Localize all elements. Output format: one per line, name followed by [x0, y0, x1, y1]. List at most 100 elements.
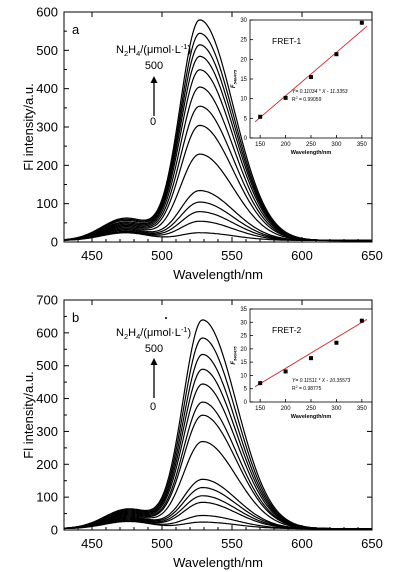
y-tick-label: 300	[36, 120, 58, 135]
inset-x-axis-title: Wavelength/nm	[291, 414, 332, 420]
x-tick-label: 550	[221, 248, 243, 263]
inset-title: FRET-2	[272, 325, 302, 335]
inset-y-tick-label: 0	[244, 136, 248, 142]
inset-y-tick-label: 10	[240, 373, 247, 379]
inset-r2-part: = 0.99059	[298, 97, 322, 103]
inset-data-point	[258, 381, 263, 386]
inset-y-tick-label: 5	[244, 116, 248, 122]
spectrum-line	[64, 232, 372, 242]
inset-x-tick-label: 150	[255, 142, 266, 148]
x-tick-label: 450	[81, 248, 103, 263]
concentration-label-part: 2	[124, 332, 128, 341]
inset-data-point	[309, 75, 313, 80]
inset-frame	[249, 308, 373, 403]
inset-r2-part: 2	[296, 385, 298, 389]
inset-data-point	[258, 114, 263, 119]
y-tick-label: 500	[36, 358, 58, 373]
arrow-head	[150, 76, 158, 83]
inset-y-axis-title-part: 540/475	[233, 69, 238, 84]
spectrum-line	[63, 383, 372, 530]
y-tick-label: 600	[36, 325, 58, 340]
arrow-bottom-label: 0	[150, 116, 156, 128]
inset-y-axis-title-part: 540/475	[233, 346, 238, 361]
inset-y-tick-label: 20	[240, 347, 247, 353]
inset-data-point	[309, 356, 313, 361]
concentration-label-part: 4	[136, 49, 140, 58]
inset-equation: Y= 0.11034 * X - 11.3353	[292, 89, 348, 95]
concentration-label-part: -1	[181, 42, 188, 51]
inset-x-tick-label: 200	[281, 142, 292, 148]
panel-label: a	[72, 22, 80, 37]
spectrum-line	[64, 414, 372, 530]
x-tick-label: 600	[291, 536, 313, 551]
inset-y-axis-title: F540/475	[231, 69, 238, 88]
concentration-label: N2H4/(μmol·L-1)	[116, 325, 191, 341]
inset-x-tick-label: 200	[281, 406, 292, 412]
inset-y-tick-label: 0	[244, 400, 248, 406]
inset-x-tick-label: 350	[357, 406, 368, 412]
inset-data-point	[334, 52, 339, 57]
x-axis-title: Wavelength/nm	[173, 267, 263, 282]
x-tick-label: 500	[151, 536, 173, 551]
concentration-label-part: /(μmol·L	[140, 327, 181, 339]
inset-data-point	[359, 20, 364, 25]
concentration-label-part: -1	[181, 325, 188, 334]
arrow-bottom-label: 0	[150, 401, 156, 413]
y-tick-label: 500	[36, 43, 58, 58]
arrow-top-label: 500	[145, 343, 163, 355]
y-tick-label: 100	[36, 196, 58, 211]
inset-x-tick-label: 250	[306, 406, 317, 412]
panel-label: b	[72, 310, 79, 325]
inset-y-tick-label: 15	[240, 77, 247, 83]
inset-data-point	[359, 318, 364, 323]
inset-y-tick-label: 15	[240, 360, 247, 366]
spectrum-panel-a: 450 500 550 600 6500100200300400500600Wavele…	[21, 5, 383, 283]
concentration-label-part: N	[116, 327, 124, 339]
spectrum-panel-b: 450 500 550 600 6500100200300400500600700Wav…	[21, 293, 383, 571]
inset-data-point	[334, 340, 339, 345]
y-tick-label: 300	[36, 424, 58, 439]
y-tick-label: 600	[36, 5, 58, 20]
inset-x-tick-label: 300	[331, 142, 342, 148]
inset-r2-part: 2	[296, 96, 298, 100]
inset-r2-part: = 0.98775	[298, 386, 322, 392]
y-tick-label: 700	[36, 293, 58, 308]
inset-y-tick-label: 30	[240, 18, 247, 24]
y-tick-label: 0	[51, 235, 58, 250]
stray-dot	[165, 317, 167, 319]
concentration-label-part: /(μmol·L	[140, 44, 181, 56]
inset-x-tick-label: 350	[357, 142, 368, 148]
x-tick-label: 650	[361, 248, 383, 263]
inset-y-axis-title-part: F	[231, 84, 237, 88]
inset-fit-line	[254, 319, 368, 388]
inset-data-point	[283, 95, 288, 100]
y-tick-label: 400	[36, 391, 58, 406]
inset-plot: 150 200 250 300 350 0 5 10 15 20 25 30 35 Wavelength/…	[231, 307, 373, 420]
inset-y-tick-label: 25	[240, 38, 247, 44]
inset-plot: 150 200 250 300 350 0 5 10 15 20 25 30 Wavelength/nm…	[231, 18, 373, 156]
inset-title: FRET-1	[272, 36, 302, 46]
inset-r2: R2 = 0.99059	[292, 96, 322, 103]
concentration-label-part: 4	[136, 332, 140, 341]
inset-x-axis-title: Wavelength/nm	[291, 150, 332, 156]
y-tick-label: 0	[51, 523, 58, 538]
concentration-label-part: N	[116, 44, 124, 56]
y-tick-label: 200	[36, 457, 58, 472]
spectrum-line	[63, 401, 372, 530]
spectrum-line	[64, 520, 372, 530]
concentration-label: N2H4/(μmol·L-1)	[116, 42, 191, 58]
inset-y-tick-label: 5	[244, 387, 248, 393]
y-tick-label: 400	[36, 81, 58, 96]
x-tick-label: 650	[361, 536, 383, 551]
inset-y-axis-title-part: F	[231, 361, 237, 365]
y-tick-label: 100	[36, 490, 58, 505]
inset-equation: Y= 0.11511 * X - 10.35573	[292, 378, 351, 384]
inset-x-tick-label: 150	[255, 406, 266, 412]
y-axis-title: Fl intensity/a.u.	[21, 83, 36, 170]
inset-y-tick-label: 10	[240, 97, 247, 103]
inset-data-point	[283, 369, 288, 374]
concentration-label-part: )	[187, 44, 191, 56]
y-tick-label: 200	[36, 158, 58, 173]
arrow-top-label: 500	[145, 60, 163, 72]
